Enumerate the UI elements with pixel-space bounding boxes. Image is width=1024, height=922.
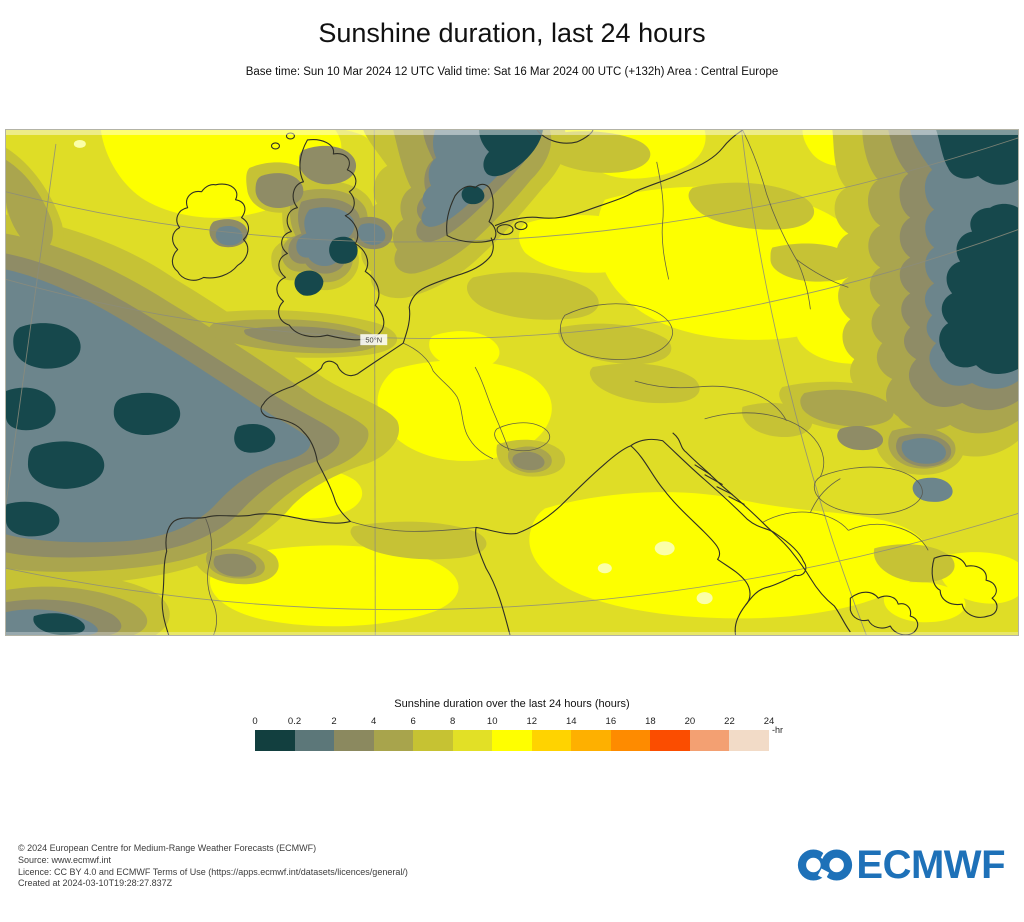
source-line: Source: www.ecmwf.int [18,854,112,865]
page-title: Sunshine duration, last 24 hours [318,18,706,48]
legend-tick: 0.2 [287,716,302,727]
legend-colorbar [255,730,769,751]
legend-tick: 8 [450,716,456,727]
copyright-line: © 2024 European Centre for Medium-Range … [18,843,317,853]
ecmwf-logo-text: ECMWF [856,843,1005,887]
ecmwf-emblem-icon [798,849,853,881]
legend-tick: 12 [526,716,538,727]
legend-tick: 6 [410,716,416,727]
licence-line: Licence: CC BY 4.0 and ECMWF Terms of Us… [18,866,408,877]
sunshine-contour-map: 50°N [6,130,1018,635]
base-valid-time-subtitle: Base time: Sun 10 Mar 2024 12 UTC Valid … [245,66,779,78]
colorbar-legend: Sunshine duration over the last 24 hours… [252,698,783,751]
ecmwf-logo: ECMWF [794,845,1005,885]
map-band-0-02 [6,130,1018,635]
legend-swatch [610,730,651,751]
legend-tick: 22 [724,716,735,727]
legend-tick: 14 [566,716,577,727]
country-borders [205,130,929,635]
legend-swatch [452,730,493,751]
legend-swatch [689,730,730,751]
map-bottom-edge [6,632,1018,635]
legend-swatch [492,730,532,751]
legend-swatch [729,730,769,751]
legend-tick: 2 [331,716,337,727]
legend-tick: 0 [252,716,258,727]
legend-swatch [413,730,453,751]
attribution-footer: © 2024 European Centre for Medium-Range … [18,843,408,890]
graticule-lines [6,130,1018,635]
coastlines [161,130,998,635]
legend-title: Sunshine duration over the last 24 hours… [394,698,630,710]
legend-tick: 20 [684,716,696,727]
latitude-label-group: 50°N [360,334,388,346]
created-line: Created at 2024-03-10T19:28:27.837Z [18,878,173,889]
legend-swatch [255,730,295,751]
legend-tick: 4 [370,716,377,727]
legend-tick: 16 [605,716,617,727]
legend-swatch [650,730,690,751]
legend-swatch [294,730,335,751]
legend-tick: 24 [763,716,775,727]
map-top-edge [6,130,1018,135]
legend-unit: -hr [772,725,783,735]
legend-tick: 10 [486,716,498,727]
forecast-map: 50°N [5,129,1019,636]
legend-swatch [571,730,611,751]
legend-swatch [373,730,414,751]
map-pale-spots [73,139,713,605]
legend-swatch [531,730,572,751]
legend-tick: 18 [645,716,656,727]
latitude-label: 50°N [365,336,382,345]
legend-swatch [334,730,374,751]
legend-tick-row: 0 0.2 2 4 6 8 10 12 14 16 18 20 22 24 [252,716,774,727]
